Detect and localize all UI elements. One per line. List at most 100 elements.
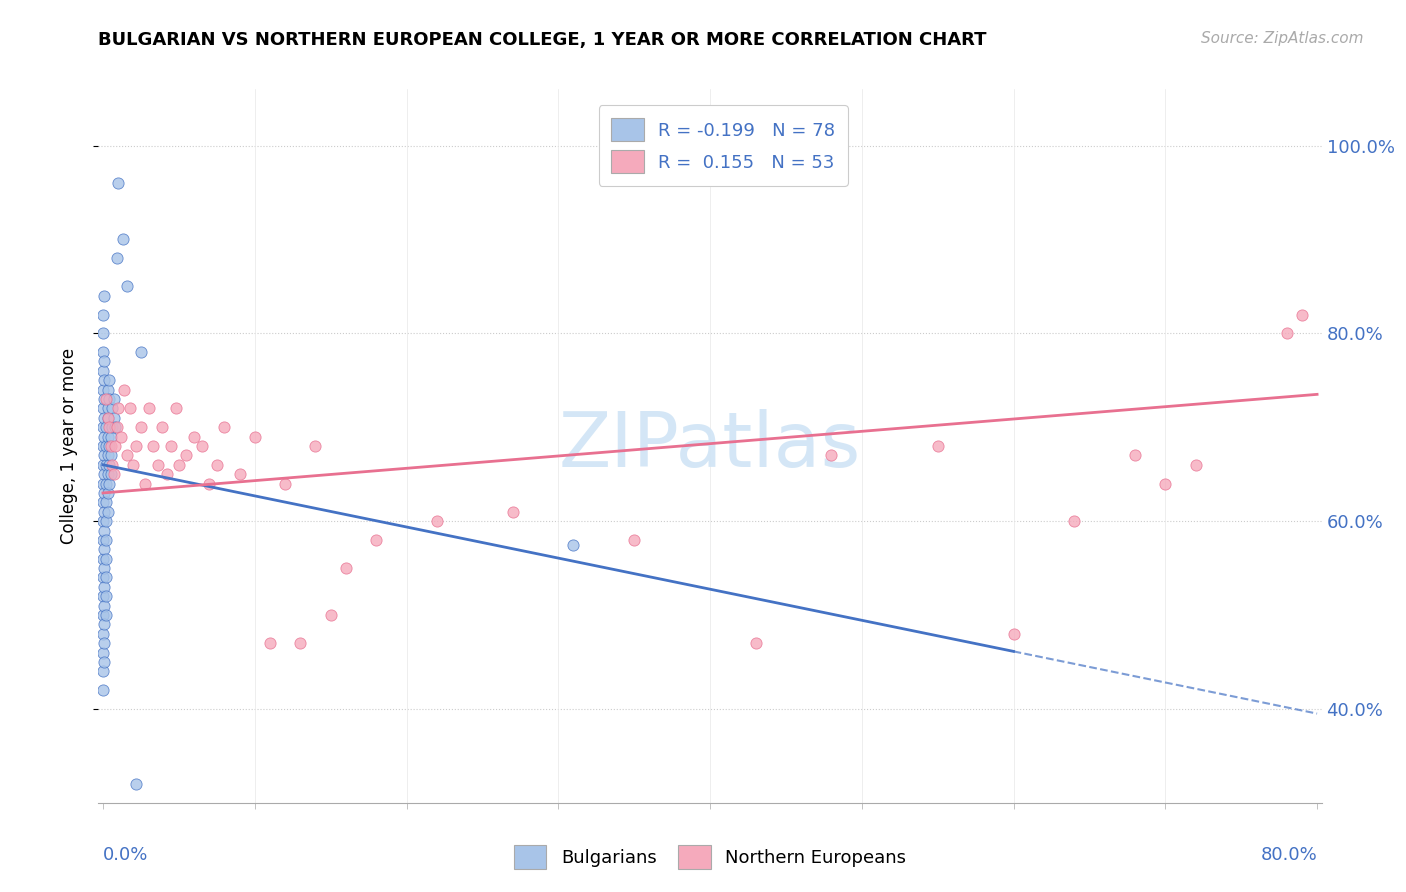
Y-axis label: College, 1 year or more: College, 1 year or more	[59, 348, 77, 544]
Point	[243, 429, 266, 443]
Text: ZIPatlas: ZIPatlas	[558, 409, 862, 483]
Point	[1154, 476, 1177, 491]
Point	[93, 392, 115, 406]
Point	[366, 533, 388, 547]
Point	[98, 420, 121, 434]
Point	[93, 599, 115, 613]
Point	[91, 345, 114, 359]
Point	[91, 533, 114, 547]
Point	[927, 439, 949, 453]
Point	[156, 467, 179, 482]
Point	[93, 410, 115, 425]
Point	[150, 420, 173, 434]
Point	[96, 383, 118, 397]
Point	[93, 542, 115, 557]
Point	[122, 458, 145, 472]
Point	[91, 627, 114, 641]
Text: 80.0%: 80.0%	[1260, 846, 1317, 863]
Point	[319, 607, 342, 622]
Point	[96, 401, 118, 416]
Point	[1123, 449, 1146, 463]
Text: BULGARIAN VS NORTHERN EUROPEAN COLLEGE, 1 YEAR OR MORE CORRELATION CHART: BULGARIAN VS NORTHERN EUROPEAN COLLEGE, …	[98, 31, 987, 49]
Point	[91, 607, 114, 622]
Point	[94, 392, 117, 406]
Point	[98, 439, 121, 453]
Point	[94, 589, 117, 603]
Point	[103, 392, 125, 406]
Point	[1184, 458, 1206, 472]
Point	[93, 561, 115, 575]
Point	[110, 429, 132, 443]
Point	[228, 467, 250, 482]
Point	[96, 486, 118, 500]
Point	[93, 524, 115, 538]
Point	[91, 364, 114, 378]
Point	[103, 410, 125, 425]
Point	[91, 308, 114, 322]
Point	[94, 495, 117, 509]
Point	[1063, 514, 1085, 528]
Point	[96, 410, 118, 425]
Point	[111, 232, 134, 246]
Point	[98, 476, 121, 491]
Point	[198, 476, 221, 491]
Point	[93, 580, 115, 594]
Point	[91, 476, 114, 491]
Point	[93, 449, 115, 463]
Point	[129, 345, 152, 359]
Point	[160, 439, 183, 453]
Point	[91, 401, 114, 416]
Point	[214, 420, 236, 434]
Point	[93, 655, 115, 669]
Point	[183, 429, 205, 443]
Point	[104, 439, 127, 453]
Point	[100, 429, 122, 443]
Point	[105, 251, 128, 265]
Point	[190, 439, 212, 453]
Point	[91, 514, 114, 528]
Point	[1291, 308, 1313, 322]
Point	[93, 289, 115, 303]
Point	[117, 279, 139, 293]
Point	[107, 401, 129, 416]
Point	[176, 449, 198, 463]
Point	[259, 636, 281, 650]
Point	[623, 533, 645, 547]
Point	[91, 495, 114, 509]
Point	[96, 429, 118, 443]
Point	[104, 420, 127, 434]
Point	[105, 420, 128, 434]
Point	[93, 636, 115, 650]
Point	[1002, 627, 1025, 641]
Point	[91, 646, 114, 660]
Point	[744, 636, 766, 650]
Point	[426, 514, 449, 528]
Point	[94, 533, 117, 547]
Point	[100, 467, 122, 482]
Point	[146, 458, 169, 472]
Point	[205, 458, 228, 472]
Point	[96, 449, 118, 463]
Point	[94, 551, 117, 566]
Point	[103, 467, 125, 482]
Point	[129, 420, 152, 434]
Point	[91, 439, 114, 453]
Point	[101, 401, 124, 416]
Point	[502, 505, 524, 519]
Point	[93, 486, 115, 500]
Point	[94, 476, 117, 491]
Point	[142, 439, 165, 453]
Point	[100, 439, 122, 453]
Text: Source: ZipAtlas.com: Source: ZipAtlas.com	[1201, 31, 1364, 46]
Point	[304, 439, 326, 453]
Point	[274, 476, 297, 491]
Point	[117, 449, 139, 463]
Point	[93, 467, 115, 482]
Point	[91, 589, 114, 603]
Legend: Bulgarians, Northern Europeans: Bulgarians, Northern Europeans	[506, 838, 914, 876]
Point	[98, 458, 121, 472]
Point	[100, 449, 122, 463]
Point	[91, 570, 114, 584]
Point	[94, 458, 117, 472]
Point	[107, 176, 129, 190]
